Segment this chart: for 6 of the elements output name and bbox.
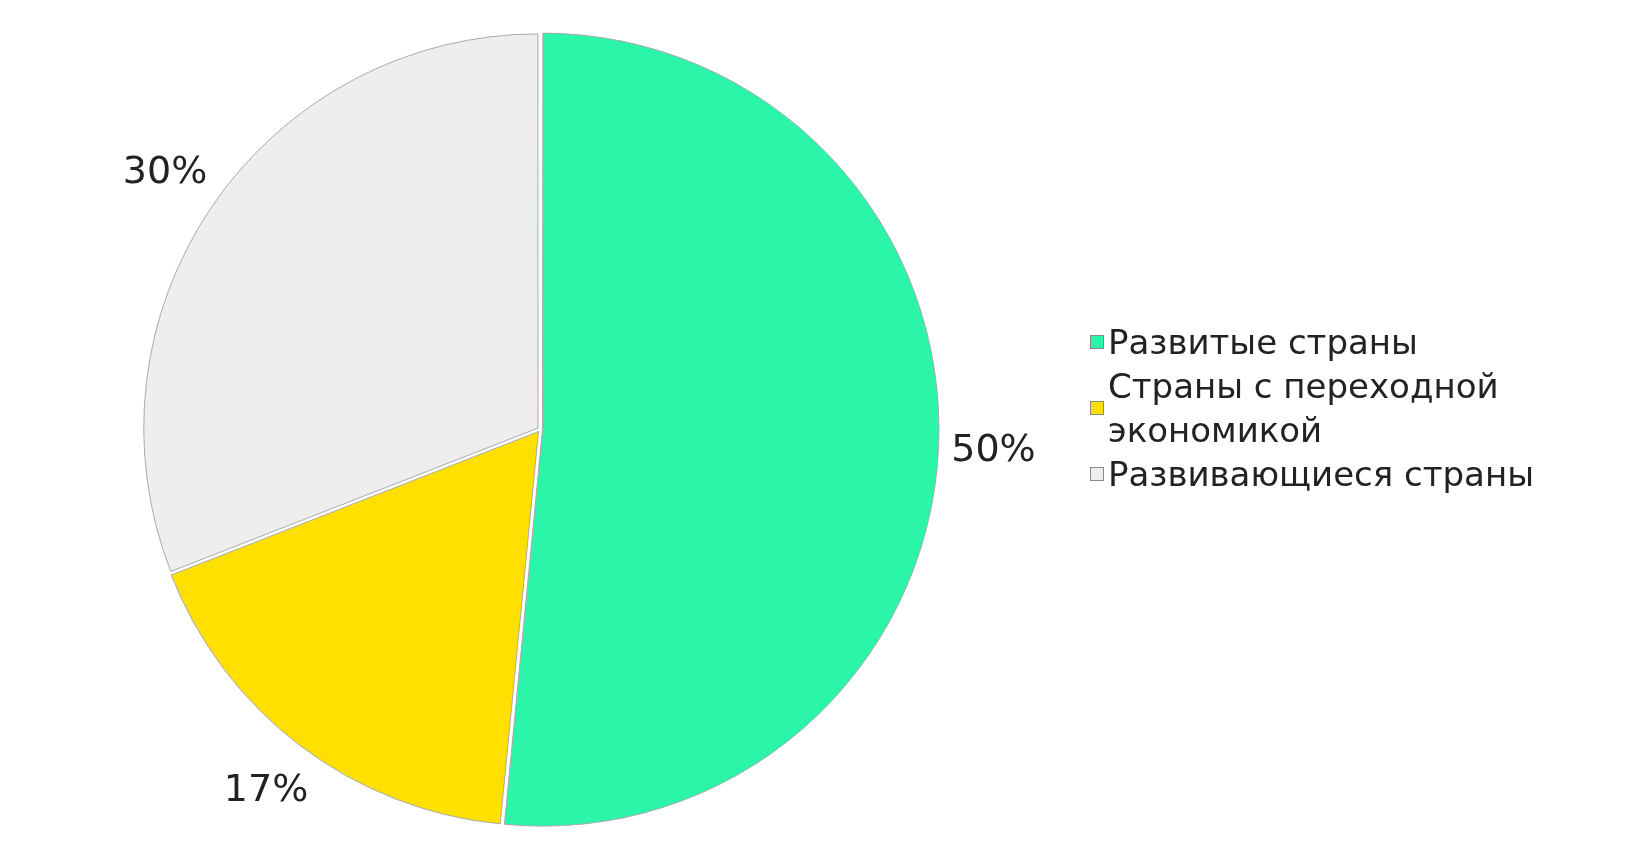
data-label: 17%	[223, 766, 309, 811]
legend-label: Страны с переходной экономикой	[1108, 365, 1500, 452]
data-label: 30%	[122, 148, 208, 193]
legend-label: Развивающиеся страны	[1108, 453, 1535, 496]
legend-label: Развитые страны	[1108, 321, 1418, 364]
data-label: 50%	[951, 426, 1036, 471]
